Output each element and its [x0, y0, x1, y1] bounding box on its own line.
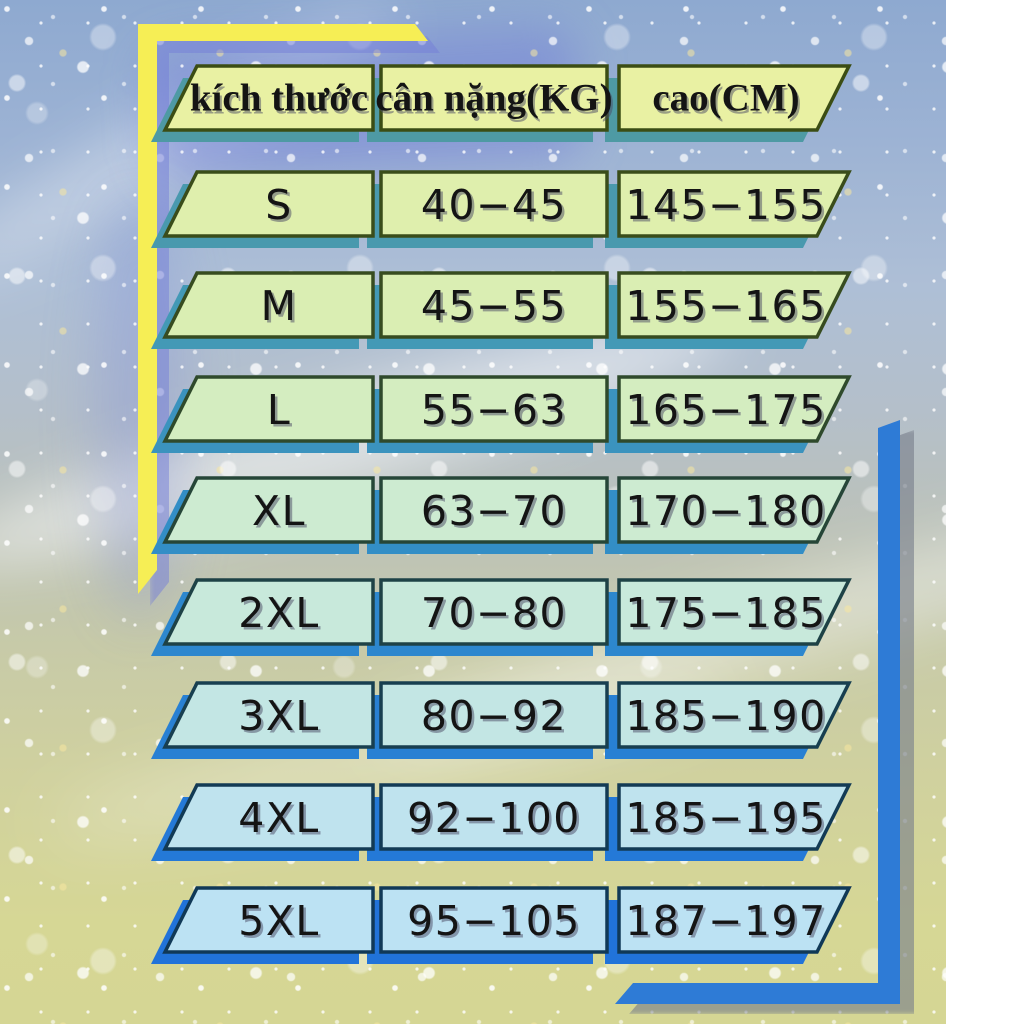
size-cell-shadow: L	[269, 389, 293, 437]
weight-cell-shadow: 45−55	[423, 285, 569, 333]
size-cell: 5XL	[238, 897, 320, 945]
right-white-margin	[946, 0, 1024, 1024]
size-cell: 2XL	[238, 589, 320, 637]
header-size-label: kích thước	[190, 77, 368, 120]
row-cells-shape	[162, 476, 852, 544]
weight-cell-shadow: 80−92	[423, 695, 569, 743]
size-cell: M	[261, 282, 298, 330]
table-row: 3XL 3XL 80−92 80−92 185−190 185−190	[151, 681, 852, 759]
row-cells-shape	[162, 375, 852, 443]
weight-cell-shadow: 63−70	[423, 490, 569, 538]
row-cells-shape	[162, 64, 852, 132]
height-cell-shadow: 170−180	[628, 490, 829, 538]
table-row: 2XL 2XL 70−80 70−80 175−185 175−185	[151, 578, 852, 656]
height-cell: 145−155	[625, 181, 826, 229]
height-cell: 165−175	[625, 386, 826, 434]
size-cell: XL	[252, 487, 306, 535]
height-cell-shadow: 175−185	[628, 592, 829, 640]
weight-cell: 80−92	[421, 692, 567, 740]
header-weight-label: cân nặng(KG)	[375, 77, 612, 120]
row-cells-shape	[162, 578, 852, 646]
size-cell-shadow: S	[268, 184, 296, 232]
row-cells-shape	[162, 681, 852, 749]
weight-cell: 95−105	[407, 897, 581, 945]
size-cell-shadow: XL	[255, 490, 309, 538]
row-cells-shape	[162, 271, 852, 339]
weight-cell: 63−70	[421, 487, 567, 535]
table-row: 5XL 5XL 95−105 95−105 187−197 187−197	[151, 886, 852, 964]
height-cell-shadow: 165−175	[628, 389, 829, 437]
size-cell: L	[267, 386, 291, 434]
size-cell: 4XL	[238, 794, 320, 842]
header-weight-shadow: cân nặng(KG)	[377, 80, 614, 123]
row-cells-shape	[162, 886, 852, 954]
weight-cell: 45−55	[421, 282, 567, 330]
height-cell-shadow: 187−197	[628, 900, 829, 948]
size-cell-shadow: 4XL	[241, 797, 323, 845]
size-cell-shadow: 2XL	[241, 592, 323, 640]
weight-cell: 55−63	[421, 386, 567, 434]
height-cell: 170−180	[625, 487, 826, 535]
height-cell: 175−185	[625, 589, 826, 637]
header-height-shadow: cao(CM)	[654, 80, 801, 123]
table-row: M M 45−55 45−55 155−165 155−165	[151, 271, 852, 349]
size-cell-shadow: 5XL	[241, 900, 323, 948]
table-row: S S 40−45 40−45 145−155 145−155	[151, 170, 852, 248]
size-cell-shadow: 3XL	[241, 695, 323, 743]
height-cell-shadow: 185−195	[628, 797, 829, 845]
weight-cell: 40−45	[421, 181, 567, 229]
table-row: L L 55−63 55−63 165−175 165−175	[151, 375, 852, 453]
weight-cell-shadow: 95−105	[410, 900, 584, 948]
size-cell: 3XL	[238, 692, 320, 740]
size-cell: S	[265, 181, 293, 229]
height-cell-shadow: 185−190	[628, 695, 829, 743]
height-cell-shadow: 145−155	[628, 184, 829, 232]
height-cell: 185−190	[625, 692, 826, 740]
weight-cell-shadow: 40−45	[423, 184, 569, 232]
height-cell: 155−165	[625, 282, 826, 330]
weight-cell: 70−80	[421, 589, 567, 637]
weight-cell-shadow: 55−63	[423, 389, 569, 437]
table-row: 4XL 4XL 92−100 92−100 185−195 185−195	[151, 783, 852, 861]
header-height-label: cao(CM)	[652, 77, 799, 120]
weight-cell-shadow: 92−100	[410, 797, 584, 845]
height-cell: 187−197	[625, 897, 826, 945]
height-cell-shadow: 155−165	[628, 285, 829, 333]
row-cells-shape	[162, 170, 852, 238]
size-cell-shadow: M	[263, 285, 300, 333]
weight-cell-shadow: 70−80	[423, 592, 569, 640]
row-cells-shape	[162, 783, 852, 851]
header-size-shadow: kích thước	[192, 80, 370, 123]
table-row: XL XL 63−70 63−70 170−180 170−180	[151, 476, 852, 554]
height-cell: 185−195	[625, 794, 826, 842]
table-header-row: kích thước kích thước cân nặng(KG) cân n…	[151, 64, 852, 142]
weight-cell: 92−100	[407, 794, 581, 842]
